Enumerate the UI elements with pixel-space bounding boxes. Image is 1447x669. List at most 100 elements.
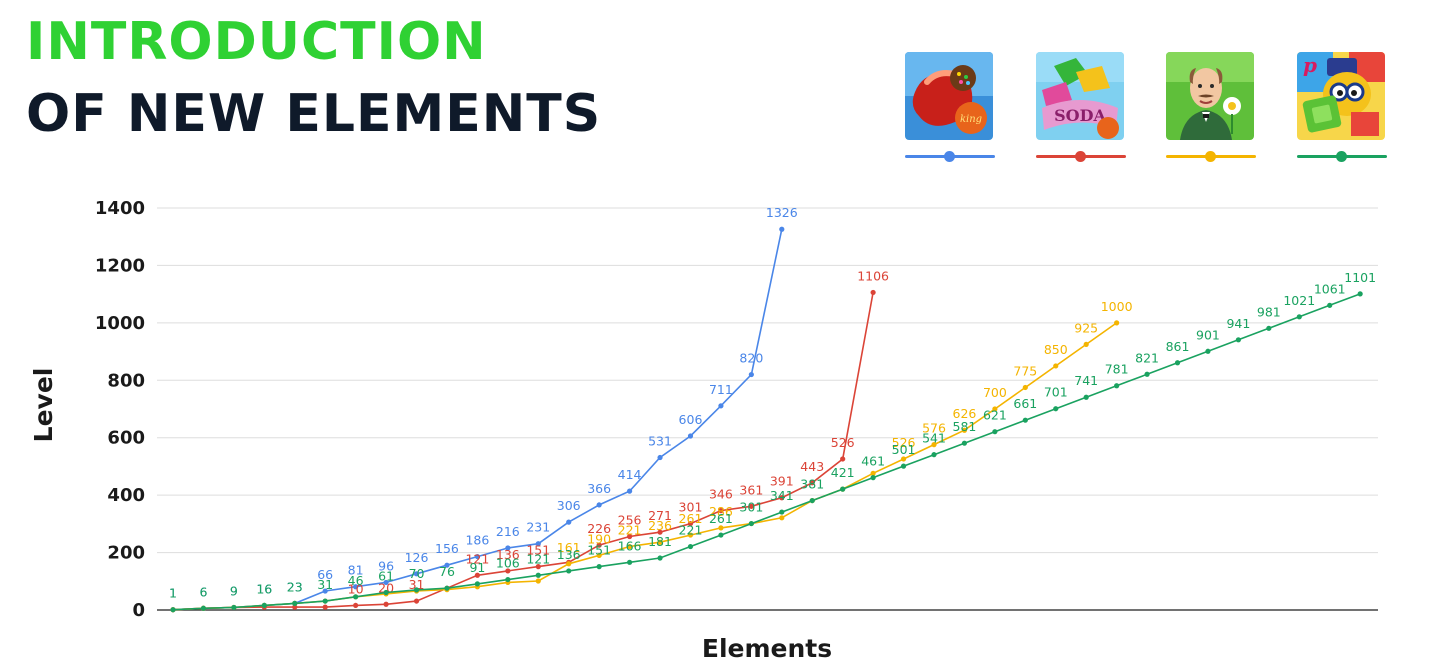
series-line xyxy=(172,322,1118,611)
data-point xyxy=(231,604,237,611)
data-label: 23 xyxy=(287,579,303,594)
svg-text:SODA: SODA xyxy=(1054,106,1106,125)
data-point xyxy=(627,488,633,494)
data-label: 421 xyxy=(831,465,855,480)
data-label: 9 xyxy=(230,583,238,598)
data-label: 151 xyxy=(526,543,550,558)
data-point xyxy=(748,503,754,509)
data-label: 1 xyxy=(169,586,177,601)
data-point xyxy=(1114,320,1120,326)
data-label: 286 xyxy=(709,504,733,519)
data-point xyxy=(779,495,785,501)
y-axis-ticks: 0 200 400 600 800 1000 1200 1400 xyxy=(95,198,145,621)
legend-swatch-dot xyxy=(944,151,955,162)
legend-item-toy-blast: p xyxy=(1297,52,1387,162)
data-point xyxy=(535,564,541,570)
data-label: 820 xyxy=(739,351,763,366)
data-label: 76 xyxy=(439,564,455,579)
data-point xyxy=(718,532,724,538)
data-point xyxy=(535,572,541,578)
data-label: 626 xyxy=(953,406,977,421)
data-label: 46 xyxy=(348,573,364,588)
svg-text:king: king xyxy=(960,114,982,125)
data-label: 96 xyxy=(378,558,394,573)
y-tick-label: 1000 xyxy=(95,313,145,334)
data-point xyxy=(444,585,450,591)
data-point xyxy=(1114,383,1120,389)
data-point xyxy=(1266,325,1272,331)
y-axis-label: Level xyxy=(29,368,58,443)
data-point xyxy=(992,406,998,412)
data-point xyxy=(1022,417,1028,423)
data-label: 701 xyxy=(1044,385,1068,400)
svg-text:p: p xyxy=(1303,53,1317,77)
data-point xyxy=(1144,371,1150,377)
data-label: 341 xyxy=(770,488,794,503)
data-point xyxy=(687,520,694,527)
data-point xyxy=(1235,337,1241,343)
data-label: 526 xyxy=(892,435,916,450)
data-label: 81 xyxy=(348,563,364,578)
data-label: 106 xyxy=(496,556,520,571)
data-label: 1000 xyxy=(1101,299,1133,314)
data-label: 443 xyxy=(800,459,824,474)
data-point xyxy=(961,427,968,433)
y-tick-label: 1200 xyxy=(95,255,145,276)
data-point xyxy=(322,598,328,604)
data-point xyxy=(961,440,968,446)
data-label: 1061 xyxy=(1314,281,1346,296)
data-label: 261 xyxy=(679,511,703,526)
title-line-1: INTRODUCTION xyxy=(26,12,487,72)
data-point xyxy=(900,463,907,469)
series-line xyxy=(172,293,1361,611)
data-point xyxy=(261,602,267,609)
data-label: 391 xyxy=(770,474,794,489)
data-point xyxy=(1053,363,1059,369)
y-tick-label: 600 xyxy=(107,428,145,449)
legend-item-candy-crush-saga: king xyxy=(905,52,995,162)
data-point xyxy=(505,576,511,583)
data-label: 91 xyxy=(469,560,485,575)
data-label: 576 xyxy=(922,421,946,436)
data-point xyxy=(657,539,663,545)
data-label: 346 xyxy=(709,487,733,502)
data-label: 231 xyxy=(526,520,550,535)
data-label: 861 xyxy=(1166,339,1190,354)
data-point xyxy=(627,559,633,565)
data-label: 216 xyxy=(496,524,520,539)
data-label: 526 xyxy=(831,435,855,450)
data-point xyxy=(596,502,602,508)
y-tick-label: 0 xyxy=(132,600,145,621)
data-point xyxy=(1083,394,1089,400)
data-label: 901 xyxy=(1196,327,1220,342)
data-point xyxy=(1327,302,1333,308)
data-label: 821 xyxy=(1135,350,1159,365)
data-label: 16 xyxy=(256,581,272,596)
data-point xyxy=(748,520,754,527)
y-tick-label: 1400 xyxy=(95,198,145,219)
data-label: 381 xyxy=(800,477,824,492)
data-label: 1101 xyxy=(1344,270,1376,285)
data-point xyxy=(353,602,359,609)
data-point xyxy=(413,598,420,604)
data-point xyxy=(535,541,541,547)
homescapes-icon xyxy=(1166,52,1254,140)
data-label: 136 xyxy=(496,547,520,562)
data-label: 261 xyxy=(709,511,733,526)
data-label: 541 xyxy=(922,431,946,446)
data-point xyxy=(596,552,602,559)
data-point xyxy=(1083,341,1089,347)
data-label: 181 xyxy=(648,534,672,549)
data-label: 925 xyxy=(1074,320,1098,335)
data-label: 781 xyxy=(1105,362,1129,377)
data-point xyxy=(718,508,724,514)
data-label: 1 xyxy=(169,586,177,601)
data-point xyxy=(840,486,846,492)
data-point xyxy=(718,525,724,531)
data-point xyxy=(413,587,420,593)
series-line xyxy=(172,292,874,611)
data-label: 70 xyxy=(409,566,425,581)
data-point xyxy=(627,543,633,550)
